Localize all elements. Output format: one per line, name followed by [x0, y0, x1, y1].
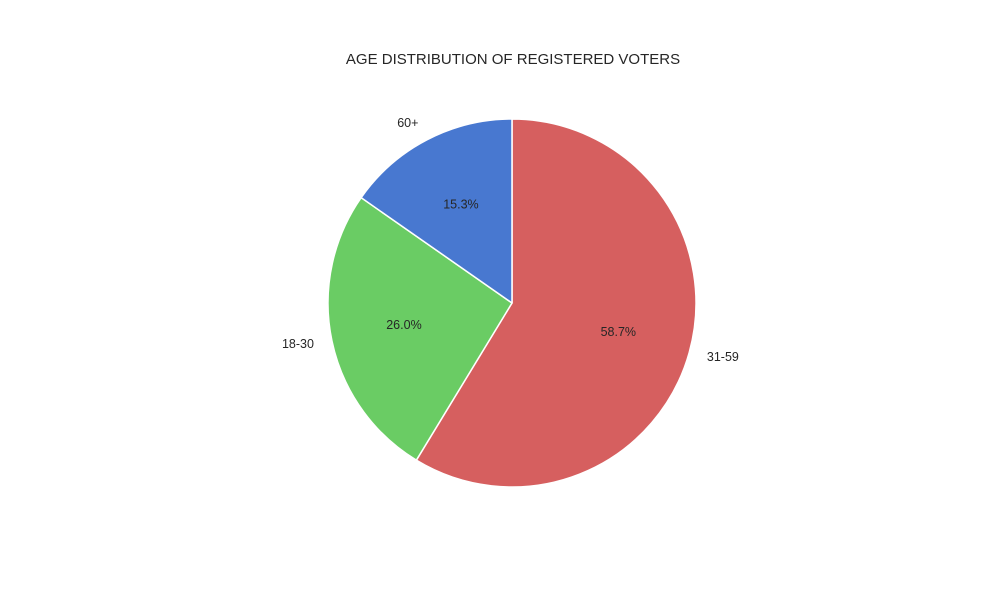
- pie-labels: 31-59 58.7% 18-30 26.0% 60+ 15.3%: [282, 116, 739, 364]
- slice-label-31-59: 31-59: [707, 350, 739, 364]
- pie-slice-31-59: [415, 118, 697, 488]
- slice-percent-18-30: 26.0%: [386, 318, 421, 332]
- slice-percent-31-59: 58.7%: [601, 325, 636, 339]
- pie-slice-18-30: [327, 196, 513, 461]
- slice-percent-60+: 15.3%: [443, 197, 478, 211]
- chart-title: AGE DISTRIBUTION OF REGISTERED VOTERS: [346, 51, 680, 68]
- pie-slice-60+: [360, 118, 513, 304]
- slice-label-60+: 60+: [397, 116, 418, 130]
- slice-label-18-30: 18-30: [282, 337, 314, 351]
- pie-slices: [327, 118, 697, 488]
